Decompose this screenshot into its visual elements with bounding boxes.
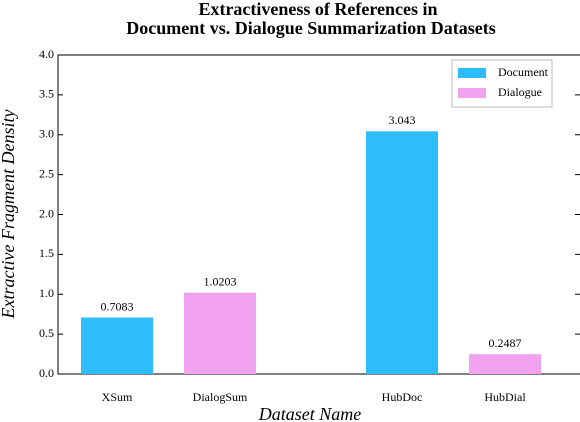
y-tick-label: 3.0 bbox=[39, 127, 54, 141]
bar bbox=[366, 131, 438, 374]
y-axis-label: Extractive Fragment Density bbox=[0, 110, 18, 320]
value-label: 0.2487 bbox=[489, 336, 522, 350]
bar bbox=[469, 354, 541, 374]
legend-swatch bbox=[458, 68, 486, 78]
y-tick-label: 3.5 bbox=[39, 87, 54, 101]
y-tick-label: 2.5 bbox=[39, 166, 54, 180]
y-tick-label: 0.0 bbox=[39, 366, 54, 380]
legend-swatch bbox=[458, 88, 486, 98]
value-label: 1.0203 bbox=[204, 274, 237, 288]
legend-box bbox=[451, 59, 553, 108]
legend-label: Dialogue bbox=[498, 85, 542, 99]
x-tick-label: HubDial bbox=[484, 390, 526, 404]
x-tick-label: XSum bbox=[102, 390, 133, 404]
y-tick-label: 0.5 bbox=[39, 326, 54, 340]
x-tick-label: HubDoc bbox=[382, 390, 423, 404]
y-tick-label: 2.0 bbox=[39, 206, 54, 220]
bar bbox=[81, 317, 153, 374]
chart-title: Document vs. Dialogue Summarization Data… bbox=[126, 18, 495, 38]
y-tick-label: 1.5 bbox=[39, 246, 54, 260]
bar bbox=[184, 292, 256, 374]
y-tick-label: 4.0 bbox=[39, 47, 54, 61]
value-label: 3.043 bbox=[389, 113, 416, 127]
value-label: 0.7083 bbox=[101, 299, 134, 313]
x-axis-label: Dataset Name bbox=[258, 404, 362, 422]
y-tick-label: 1.0 bbox=[39, 286, 54, 300]
chart-title: Extractiveness of References in bbox=[198, 0, 437, 19]
x-tick-label: DialogSum bbox=[193, 390, 248, 404]
legend-label: Document bbox=[498, 65, 549, 79]
